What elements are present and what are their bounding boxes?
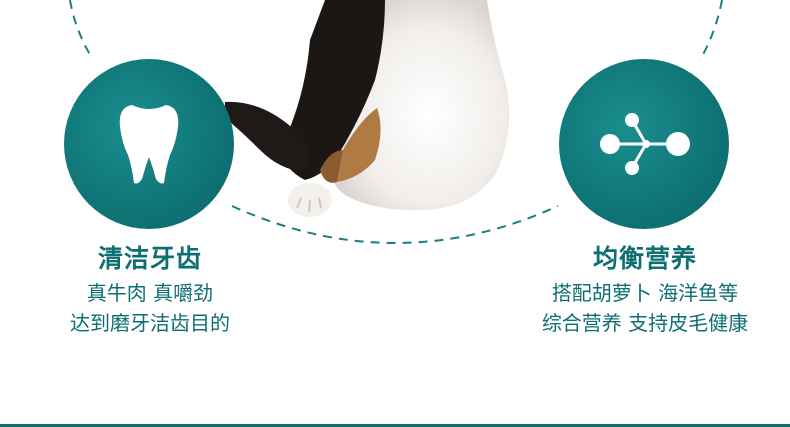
- feature-description-line: 真牛肉 真嚼劲: [86, 281, 214, 305]
- feature-description: 真牛肉 真嚼劲 达到磨牙洁齿目的: [30, 278, 270, 338]
- feature-description-line: 搭配胡萝卜 海洋鱼等: [551, 281, 739, 305]
- bottom-divider: [0, 424, 790, 427]
- tooth-icon: [119, 105, 179, 184]
- feature-title: 清洁牙齿: [97, 244, 202, 273]
- nutrition-feature-circle: [559, 59, 729, 229]
- feature-description-line: 综合营养 支持皮毛健康: [541, 311, 749, 335]
- feature-description-line: 达到磨牙洁齿目的: [70, 311, 230, 335]
- dog-image: [225, 0, 510, 217]
- tooth-feature-circle: [64, 59, 234, 229]
- molecule-icon: [600, 113, 690, 175]
- feature-description: 搭配胡萝卜 海洋鱼等 综合营养 支持皮毛健康: [505, 278, 785, 338]
- feature-title: 均衡营养: [592, 244, 697, 273]
